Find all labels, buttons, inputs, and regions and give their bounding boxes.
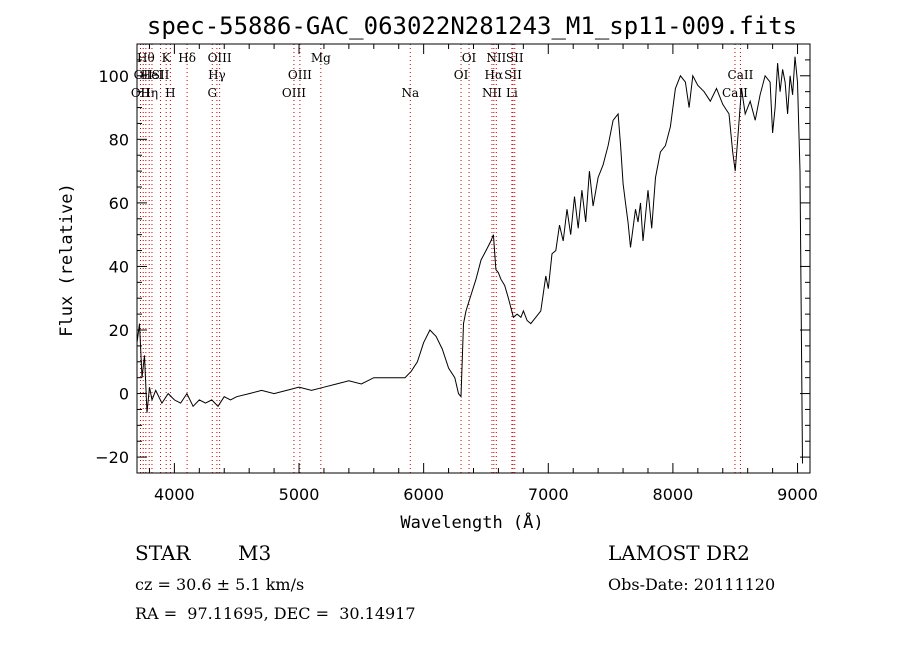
spectral-line-label: Hδ	[178, 51, 196, 65]
x-tick-label: 4000	[154, 485, 195, 504]
spectral-line-label: HeI	[141, 68, 164, 82]
spectral-line-label: Mg	[311, 51, 331, 65]
spectral-line-label: Hθ	[137, 51, 155, 65]
spectral-line-label: Hα	[485, 68, 504, 82]
plot-frame	[136, 43, 811, 474]
spectral-line-label: CaII	[722, 86, 748, 100]
spectral-line-label: OI	[454, 68, 469, 82]
x-tick-label: 5000	[279, 485, 320, 504]
spectral-line-label: Hη	[140, 86, 158, 100]
spectral-line-label: OIII	[282, 86, 306, 100]
x-tick-label: 6000	[403, 485, 444, 504]
y-axis-label: Flux (relative)	[57, 183, 77, 337]
spectral-line-markers: OIIOIIHθHηHeISIIKHHδGHγOIIIOIIIOIIIMgNaO…	[131, 44, 754, 473]
y-tick-label: 20	[109, 321, 129, 340]
redshift-velocity: cz = 30.6 ± 5.1 km/s	[135, 575, 305, 594]
spectral-line-label: Hγ	[208, 68, 226, 82]
spectral-line-label: NII	[482, 86, 502, 100]
spectral-line-label: SII	[504, 68, 522, 82]
spectral-line-label: Li	[506, 86, 518, 100]
spectral-line-label: SII	[506, 51, 524, 65]
spectral-line-label: OIII	[288, 68, 312, 82]
y-tick-label: 100	[98, 67, 129, 86]
spectral-line-label: Na	[401, 86, 419, 100]
object-subclass: M3	[238, 541, 272, 565]
survey-name: LAMOST DR2	[608, 541, 750, 565]
spectral-line-label: OII	[134, 68, 154, 82]
x-tick-label: 9000	[777, 485, 818, 504]
spectral-line-label: G	[207, 86, 217, 100]
y-tick-label: 80	[109, 130, 129, 149]
axis-ticks: 4000 5000 6000 7000 8000 9000 −20 0 20 40 60 80 100	[95, 43, 818, 504]
observation-date: Obs-Date: 20111120	[608, 575, 776, 594]
x-tick-label: 7000	[528, 485, 569, 504]
spectral-line-label: SII	[152, 68, 170, 82]
y-tick-label: −20	[95, 448, 129, 467]
spectral-line-label: K	[162, 51, 172, 65]
x-tick-label: 8000	[653, 485, 694, 504]
spectral-line-label: CaII	[728, 68, 754, 82]
chart-title: spec-55886-GAC_063022N281243_M1_sp11-009…	[147, 12, 797, 40]
spectrum-series-line	[136, 56, 803, 464]
x-axis-label: Wavelength (Å)	[400, 511, 543, 533]
coordinates: RA = 97.11695, DEC = 30.14917	[135, 604, 416, 623]
y-tick-label: 60	[109, 194, 129, 213]
y-tick-label: 40	[109, 257, 129, 276]
spectral-line-label: H	[165, 86, 175, 100]
y-tick-label: 0	[119, 385, 129, 404]
spectral-line-label: OIII	[208, 51, 232, 65]
spectral-line-label: OI	[462, 51, 477, 65]
spectral-line-label: NII	[486, 51, 506, 65]
object-class: STAR	[135, 541, 191, 565]
